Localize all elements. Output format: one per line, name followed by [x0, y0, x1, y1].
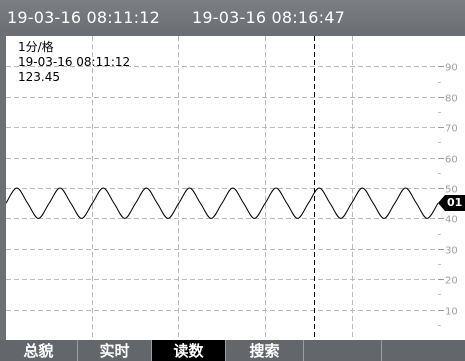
channel-label: 01 [447, 196, 463, 210]
menu-reading-button[interactable]: 读数 [152, 340, 226, 361]
channel-tag-arrow-icon [438, 195, 465, 212]
scale-tick-label: 60 [445, 155, 458, 166]
scale-tick-label: 20 [445, 276, 458, 287]
trend-chart [6, 36, 438, 340]
trend-trace-01 [6, 187, 438, 219]
scale-tick-label: 80 [445, 94, 458, 105]
scale-tick-label: 70 [445, 124, 458, 135]
channel-tag-01[interactable]: 01 [438, 195, 465, 212]
trend-plot[interactable]: 1分/格 19-03-16 08:11:12 123.45 [6, 36, 438, 340]
scale-tick-label: 10 [445, 307, 458, 318]
cursor-value: 123.45 [18, 70, 60, 84]
time-per-division: 1分/格 [18, 40, 54, 54]
scale-tick-label: 40 [445, 215, 458, 226]
cursor-timestamp: 19-03-16 08:11:12 [18, 55, 131, 69]
grid-lines [6, 36, 438, 340]
time-range-header: 19-03-16 08:11:12 19-03-16 08:16:47 [0, 0, 465, 36]
function-menu-bar: 总貌 实时 读数 搜索 [0, 340, 465, 361]
value-scale: 90 80 70 60 50 40 30 20 10 [438, 36, 465, 340]
scale-tick-label: 90 [445, 63, 458, 74]
menu-blank-button-6[interactable] [382, 340, 465, 361]
cursor-info-panel: 1分/格 19-03-16 08:11:12 123.45 [18, 40, 130, 85]
scale-tick-label: 30 [445, 246, 458, 257]
scale-tick-label: 50 [445, 185, 458, 196]
menu-overview-button[interactable]: 总貌 [0, 340, 78, 361]
menu-blank-button-5[interactable] [304, 340, 382, 361]
menu-realtime-button[interactable]: 实时 [78, 340, 152, 361]
start-time: 19-03-16 08:11:12 [7, 8, 160, 27]
scale-ticks: 90 80 70 60 50 40 30 20 10 [438, 63, 458, 326]
end-time: 19-03-16 08:16:47 [192, 8, 345, 27]
menu-search-button[interactable]: 搜索 [226, 340, 304, 361]
